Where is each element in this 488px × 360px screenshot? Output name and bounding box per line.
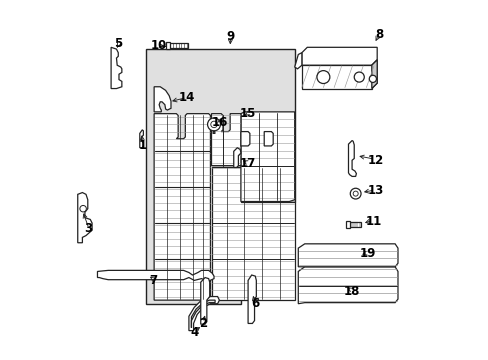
Bar — [346, 221, 349, 228]
Polygon shape — [348, 140, 356, 176]
Polygon shape — [301, 65, 371, 89]
Circle shape — [368, 75, 376, 82]
Bar — [165, 42, 169, 49]
Polygon shape — [294, 53, 301, 69]
Text: 10: 10 — [150, 39, 166, 52]
Polygon shape — [111, 47, 122, 89]
Polygon shape — [241, 112, 294, 202]
Text: 18: 18 — [343, 285, 360, 298]
Text: 14: 14 — [179, 91, 195, 104]
Polygon shape — [188, 297, 219, 330]
Text: 5: 5 — [114, 37, 122, 50]
Text: 4: 4 — [190, 326, 198, 339]
Polygon shape — [301, 47, 376, 65]
Polygon shape — [191, 300, 215, 328]
Text: 11: 11 — [365, 215, 381, 228]
Text: 9: 9 — [225, 30, 234, 43]
Polygon shape — [145, 49, 294, 304]
Polygon shape — [211, 167, 294, 300]
Polygon shape — [264, 132, 273, 146]
Bar — [167, 43, 188, 48]
Circle shape — [80, 206, 86, 212]
Circle shape — [210, 121, 217, 128]
Polygon shape — [247, 275, 256, 323]
Text: 13: 13 — [366, 184, 383, 197]
Polygon shape — [241, 132, 249, 146]
Polygon shape — [154, 114, 210, 300]
Text: 12: 12 — [366, 154, 383, 167]
Text: 16: 16 — [211, 116, 227, 129]
Polygon shape — [211, 114, 241, 166]
Polygon shape — [233, 148, 241, 167]
Text: 3: 3 — [84, 222, 92, 235]
Polygon shape — [154, 87, 171, 112]
Circle shape — [352, 191, 357, 196]
Text: 2: 2 — [199, 317, 207, 330]
Bar — [347, 222, 361, 226]
Circle shape — [316, 71, 329, 84]
Polygon shape — [78, 193, 92, 243]
Circle shape — [349, 188, 360, 199]
Polygon shape — [212, 131, 215, 134]
Text: 1: 1 — [138, 139, 146, 152]
Polygon shape — [371, 60, 376, 89]
Polygon shape — [371, 60, 376, 89]
Circle shape — [353, 72, 364, 82]
Polygon shape — [201, 278, 209, 324]
Text: 15: 15 — [240, 107, 256, 120]
Text: 8: 8 — [374, 28, 382, 41]
Text: 19: 19 — [359, 247, 376, 260]
Text: 17: 17 — [240, 157, 256, 170]
Polygon shape — [140, 130, 143, 148]
Circle shape — [207, 118, 220, 131]
Polygon shape — [298, 244, 397, 267]
Text: 6: 6 — [251, 297, 259, 310]
Polygon shape — [97, 270, 214, 281]
Polygon shape — [298, 267, 397, 304]
Text: 7: 7 — [149, 274, 157, 287]
